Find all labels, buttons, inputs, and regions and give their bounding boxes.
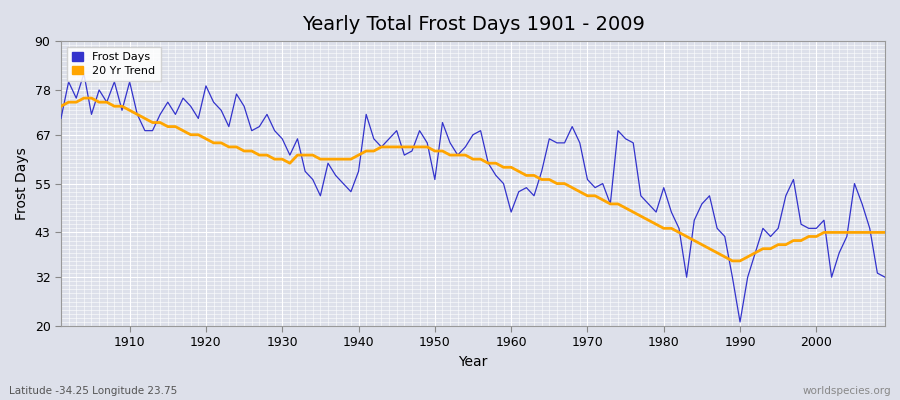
Frost Days	[338, 181, 348, 186]
Text: worldspecies.org: worldspecies.org	[803, 386, 891, 396]
Frost Days	[513, 189, 524, 194]
Frost Days	[292, 136, 303, 141]
Text: Latitude -34.25 Longitude 23.75: Latitude -34.25 Longitude 23.75	[9, 386, 177, 396]
20 Yr Trend	[879, 230, 890, 235]
Frost Days	[124, 80, 135, 84]
Frost Days	[56, 116, 67, 121]
20 Yr Trend	[338, 157, 348, 162]
Frost Days	[879, 275, 890, 280]
20 Yr Trend	[56, 104, 67, 109]
20 Yr Trend	[605, 202, 616, 206]
Y-axis label: Frost Days: Frost Days	[15, 147, 29, 220]
Frost Days	[605, 202, 616, 206]
Line: 20 Yr Trend: 20 Yr Trend	[61, 98, 885, 261]
X-axis label: Year: Year	[458, 355, 488, 369]
Frost Days	[734, 320, 745, 324]
Frost Days	[506, 210, 517, 214]
20 Yr Trend	[292, 153, 303, 158]
Title: Yearly Total Frost Days 1901 - 2009: Yearly Total Frost Days 1901 - 2009	[302, 15, 644, 34]
Legend: Frost Days, 20 Yr Trend: Frost Days, 20 Yr Trend	[67, 47, 161, 81]
20 Yr Trend	[513, 169, 524, 174]
20 Yr Trend	[506, 165, 517, 170]
20 Yr Trend	[124, 108, 135, 113]
20 Yr Trend	[727, 258, 738, 263]
20 Yr Trend	[78, 96, 89, 100]
Line: Frost Days: Frost Days	[61, 74, 885, 322]
Frost Days	[78, 71, 89, 76]
